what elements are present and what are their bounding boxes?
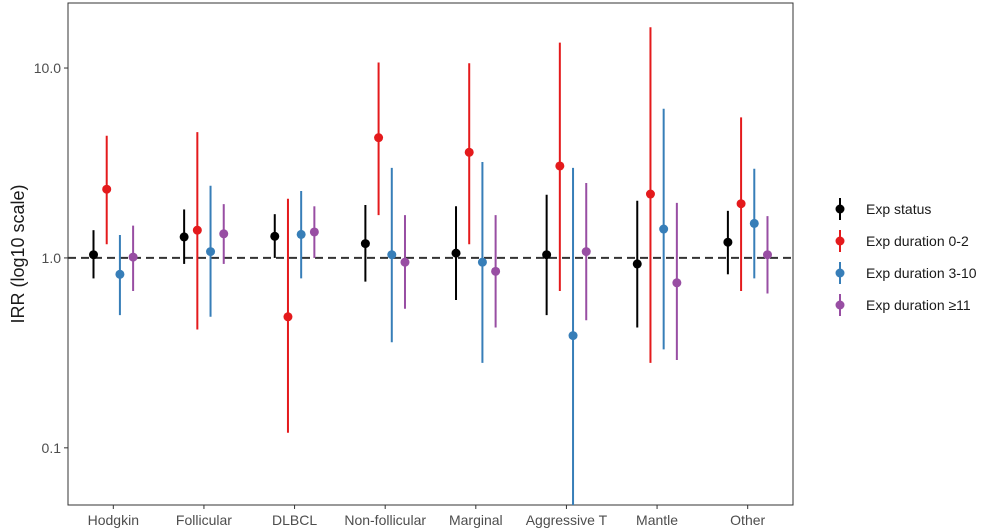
estimate-point (128, 252, 138, 262)
estimate-point (749, 218, 759, 228)
estimate-point (387, 250, 397, 260)
legend-key-point (835, 204, 845, 214)
legend-key-point (835, 268, 845, 278)
estimate-point (179, 232, 189, 242)
legend-label: Exp duration ≥11 (866, 297, 971, 313)
legend-label: Exp duration 0-2 (866, 233, 969, 249)
y-axis-title: IRR (log10 scale) (8, 184, 28, 323)
estimate-point (192, 225, 202, 235)
y-axis-title-group: IRR (log10 scale) (8, 184, 28, 323)
x-tick-label: Marginal (449, 512, 503, 528)
legend-label: Exp status (866, 201, 931, 217)
estimate-point (723, 237, 733, 247)
y-tick-label: 10.0 (34, 60, 61, 76)
legend-key-point (835, 300, 845, 310)
x-tick-label: Mantle (636, 512, 678, 528)
legend-key-point (835, 236, 845, 246)
estimate-point (270, 231, 280, 241)
estimate-point (555, 161, 565, 171)
x-tick-label: Aggressive T (526, 512, 608, 528)
estimate-point (283, 312, 293, 322)
x-tick-label: Other (730, 512, 765, 528)
estimate-point (645, 189, 655, 199)
x-tick-label: DLBCL (272, 512, 317, 528)
estimate-point (400, 257, 410, 267)
y-tick-label: 0.1 (42, 440, 62, 456)
estimate-point (206, 247, 216, 257)
estimate-point (309, 227, 319, 237)
estimate-point (102, 184, 112, 194)
x-tick-label: Non-follicular (344, 512, 426, 528)
panel-border (67, 2, 794, 506)
estimate-point (464, 147, 474, 157)
estimate-point (581, 247, 591, 257)
estimate-point (89, 250, 99, 260)
y-tick-label: 1.0 (42, 250, 62, 266)
x-tick-label: Follicular (176, 512, 232, 528)
estimate-point (491, 266, 501, 276)
estimate-point (477, 257, 487, 267)
estimate-point (736, 199, 746, 209)
estimate-point (374, 133, 384, 143)
estimate-point (672, 278, 682, 288)
series-group (102, 27, 746, 433)
x-tick-label: Hodgkin (88, 512, 139, 528)
legend: Exp status Exp duration 0-2 Exp duration 3… (835, 198, 977, 316)
estimate-point (115, 269, 125, 279)
legend-label: Exp duration 3-10 (866, 265, 977, 281)
series-group (115, 108, 759, 505)
plot-area: 0.1 1.0 10.0 Hodgkin Follicular DLBCL Non-foll… (34, 2, 794, 528)
estimate-point (219, 229, 229, 239)
estimate-point (296, 229, 306, 239)
estimate-point (632, 259, 642, 269)
series-group (128, 183, 772, 361)
estimate-point (542, 250, 552, 260)
estimate-point (451, 248, 461, 258)
estimate-point (568, 331, 578, 341)
estimate-point (659, 224, 669, 234)
estimate-point (360, 239, 370, 249)
series-group (89, 194, 733, 328)
estimate-point (762, 250, 772, 260)
